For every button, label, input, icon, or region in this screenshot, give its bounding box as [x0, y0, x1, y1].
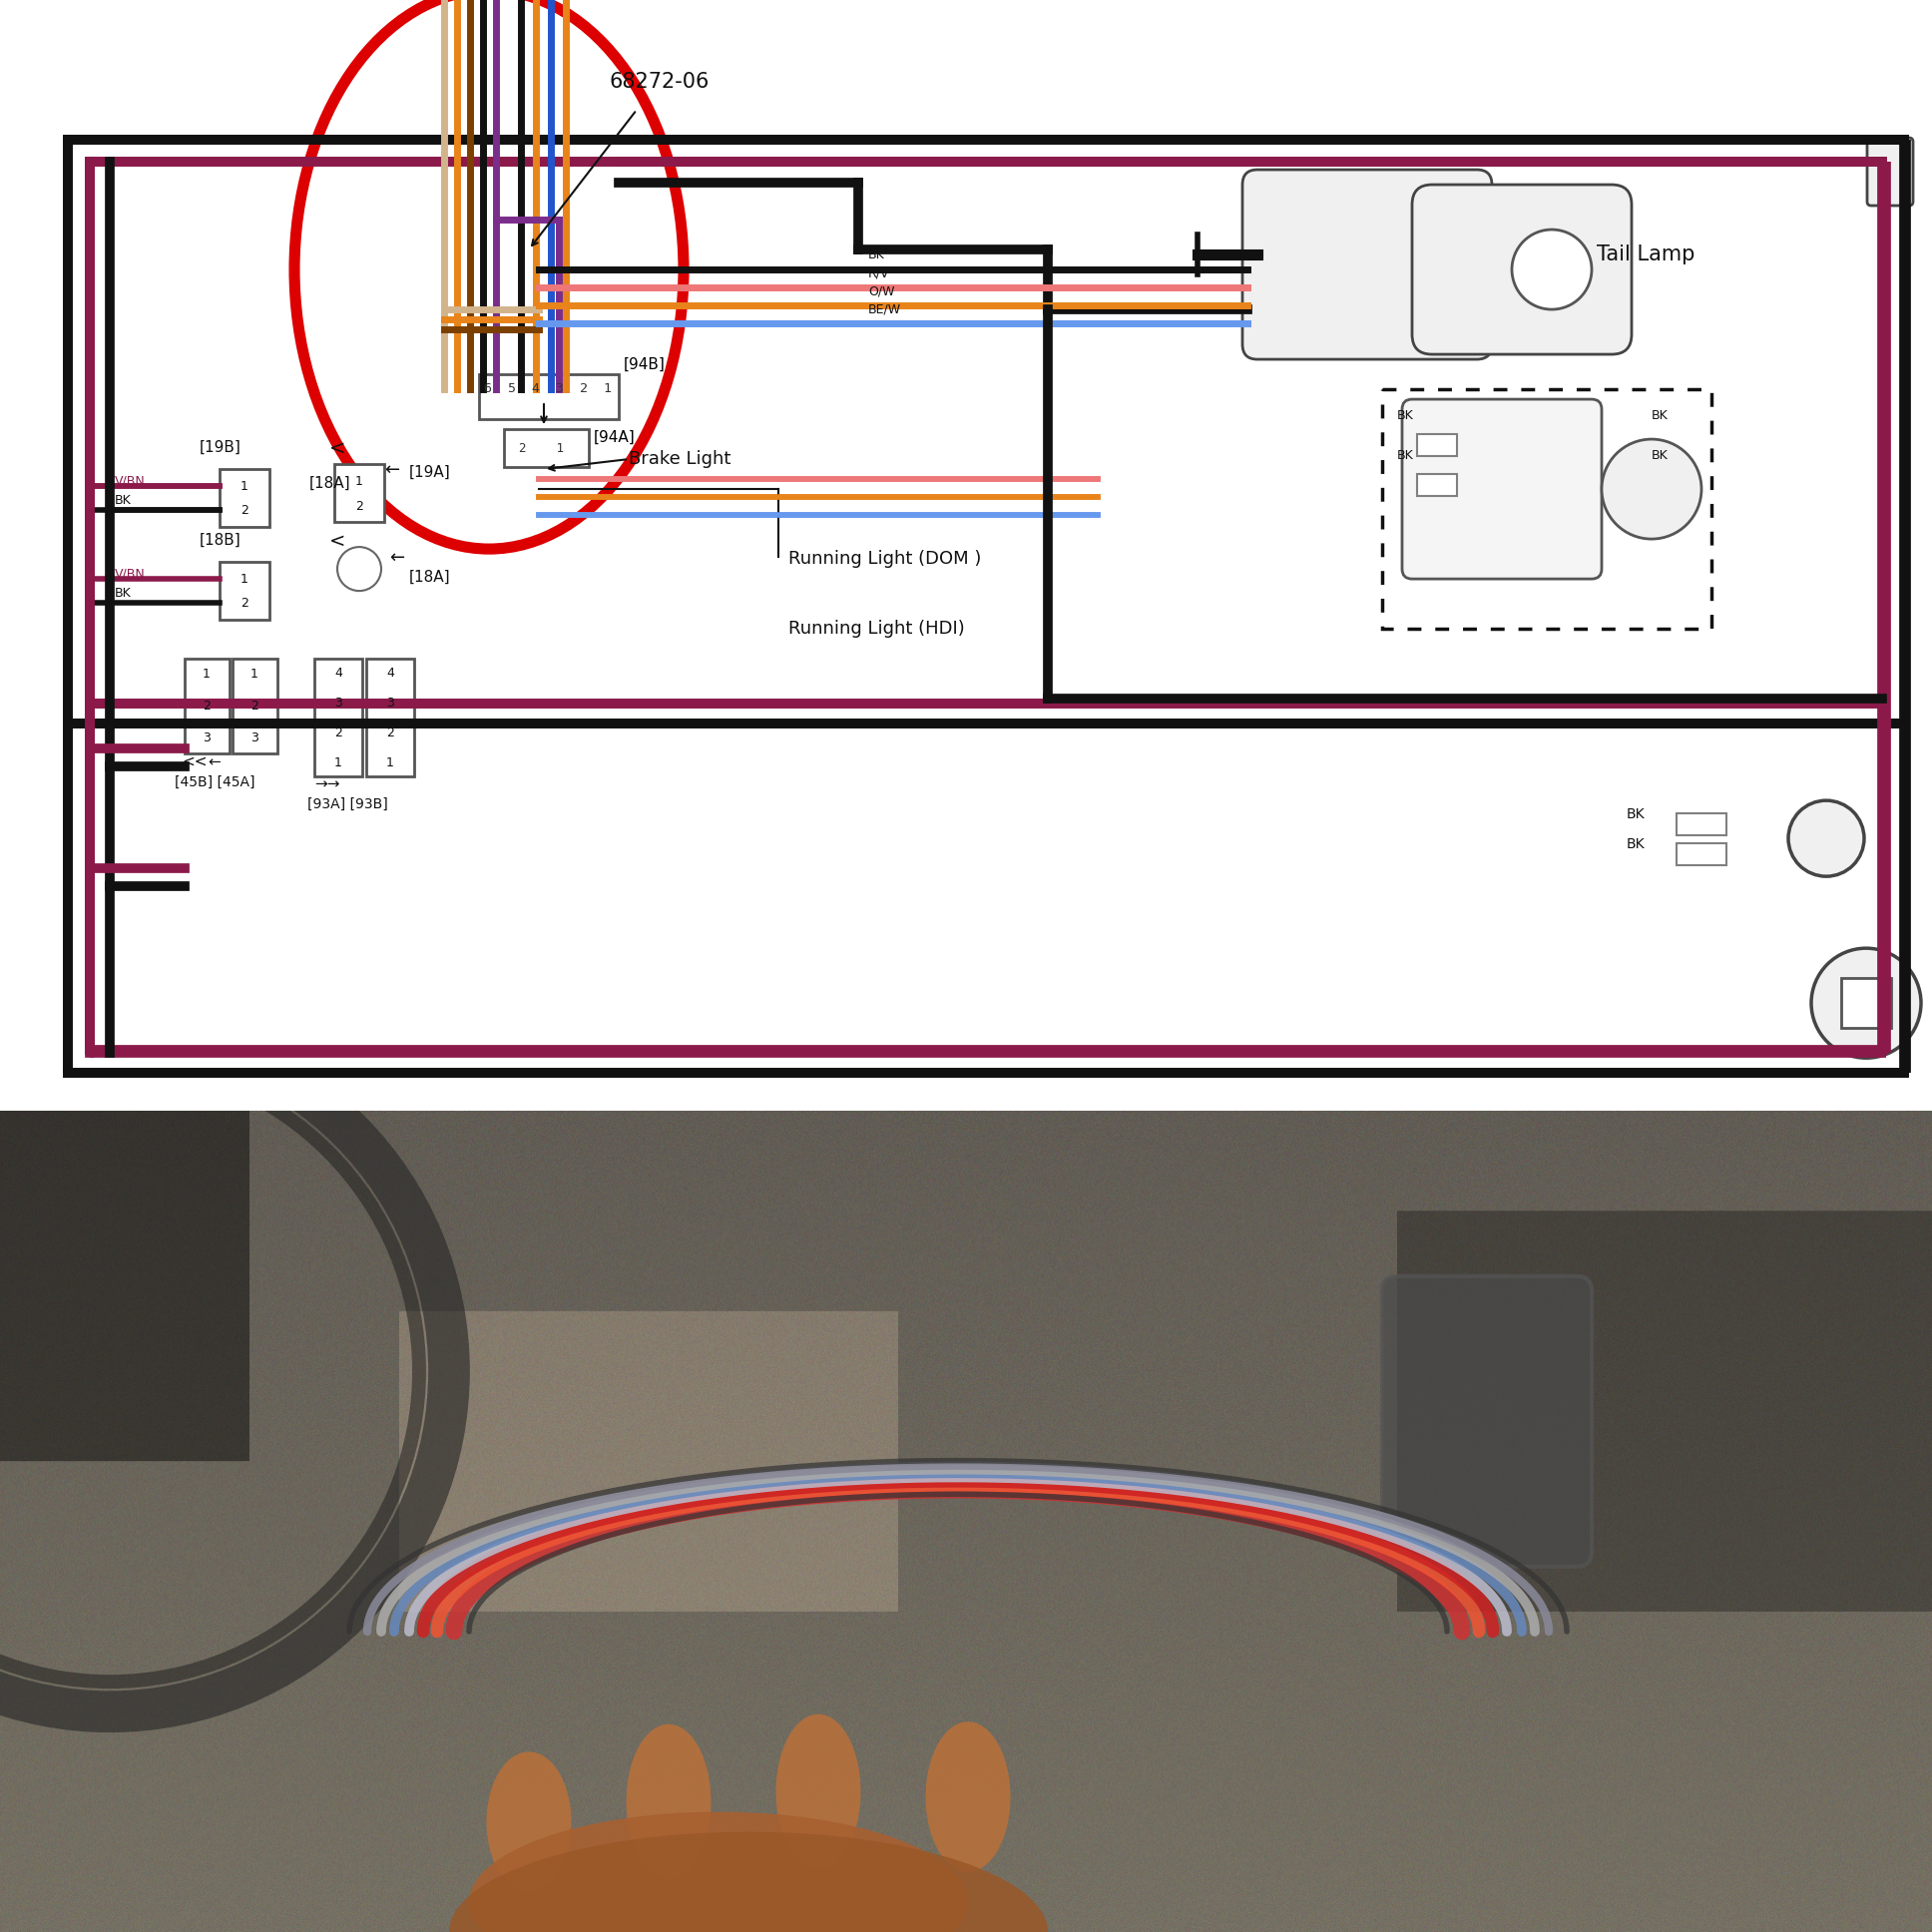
Text: [18B]: [18B] — [199, 533, 242, 549]
Text: [18A]: [18A] — [309, 475, 352, 491]
Text: BK: BK — [1652, 448, 1669, 462]
Bar — [1416, 435, 1457, 456]
Text: BK: BK — [114, 587, 131, 599]
Text: 1: 1 — [242, 572, 249, 585]
Text: BK: BK — [1627, 808, 1646, 821]
Text: BK: BK — [1397, 410, 1414, 423]
Ellipse shape — [626, 1723, 711, 1880]
Text: 1: 1 — [203, 667, 211, 680]
Text: BE/W: BE/W — [867, 303, 900, 315]
Text: BK: BK — [867, 249, 885, 261]
Text: BK: BK — [1397, 448, 1414, 462]
Text: O/W: O/W — [867, 284, 895, 298]
Ellipse shape — [777, 1714, 862, 1870]
Text: 68272-06: 68272-06 — [609, 71, 709, 93]
Text: ←: ← — [388, 549, 404, 566]
Text: <<: << — [182, 755, 207, 769]
Text: [94B]: [94B] — [624, 357, 665, 373]
Bar — [220, 562, 269, 620]
FancyBboxPatch shape — [1866, 137, 1913, 205]
FancyBboxPatch shape — [1403, 400, 1602, 580]
Text: ←: ← — [207, 755, 220, 769]
Text: BK: BK — [114, 495, 131, 506]
Circle shape — [1812, 949, 1920, 1059]
Ellipse shape — [487, 1752, 572, 1891]
Text: 2: 2 — [334, 726, 342, 740]
Bar — [1677, 844, 1727, 866]
Bar — [220, 469, 269, 527]
Circle shape — [338, 547, 381, 591]
Text: 6  5  4  3  2  1: 6 5 4 3 2 1 — [485, 383, 612, 394]
Bar — [504, 429, 589, 468]
Text: Running Light (DOM ): Running Light (DOM ) — [788, 551, 981, 568]
Ellipse shape — [448, 1832, 1047, 1932]
Bar — [334, 464, 384, 522]
Ellipse shape — [925, 1721, 1010, 1872]
Text: Brake Light: Brake Light — [628, 450, 730, 468]
Bar — [232, 659, 278, 753]
Text: [19A]: [19A] — [410, 466, 450, 479]
Bar — [315, 659, 363, 777]
Bar — [1677, 813, 1727, 835]
Bar — [1381, 388, 1712, 628]
Text: 2: 2 — [251, 699, 259, 713]
Circle shape — [1789, 800, 1864, 877]
Text: Tail Lamp: Tail Lamp — [1596, 245, 1694, 265]
Bar — [479, 375, 618, 419]
Text: <: < — [328, 531, 346, 551]
Text: 2: 2 — [386, 726, 394, 740]
FancyBboxPatch shape — [1242, 170, 1492, 359]
Ellipse shape — [469, 1812, 968, 1932]
FancyBboxPatch shape — [1381, 1277, 1592, 1567]
Text: [94A]: [94A] — [593, 429, 636, 444]
Text: 3: 3 — [251, 730, 259, 744]
Text: 4: 4 — [386, 667, 394, 680]
Bar — [1841, 978, 1891, 1028]
Text: R/V: R/V — [867, 267, 889, 280]
Circle shape — [1602, 439, 1702, 539]
Text: 4: 4 — [334, 667, 342, 680]
Text: 2: 2 — [355, 500, 363, 512]
Text: [18A]: [18A] — [410, 570, 450, 585]
Text: 3: 3 — [203, 730, 211, 744]
Text: 1: 1 — [386, 755, 394, 769]
Text: BK: BK — [1627, 837, 1646, 852]
Text: 2    1: 2 1 — [520, 442, 564, 454]
Text: [19B]: [19B] — [199, 440, 242, 456]
Text: →→: →→ — [315, 777, 340, 792]
Text: V/BN: V/BN — [114, 566, 145, 580]
Text: 1: 1 — [334, 755, 342, 769]
Text: [45B] [45A]: [45B] [45A] — [174, 775, 255, 790]
Text: 3: 3 — [386, 696, 394, 709]
Text: Running Light (HDI): Running Light (HDI) — [788, 620, 964, 638]
Text: ←: ← — [384, 462, 400, 479]
Text: 2: 2 — [203, 699, 211, 713]
Text: BK: BK — [1652, 410, 1669, 423]
Text: [93A] [93B]: [93A] [93B] — [307, 798, 388, 811]
Text: V/BN: V/BN — [114, 473, 145, 487]
Bar — [367, 659, 413, 777]
Bar — [185, 659, 230, 753]
Text: 2: 2 — [242, 597, 249, 609]
Circle shape — [1513, 230, 1592, 309]
Text: 1: 1 — [355, 475, 363, 487]
Text: 1: 1 — [242, 479, 249, 493]
Text: <: < — [328, 439, 346, 458]
Text: 2: 2 — [242, 504, 249, 516]
Bar — [1416, 473, 1457, 497]
Text: 3: 3 — [334, 696, 342, 709]
FancyBboxPatch shape — [1412, 185, 1633, 354]
Text: 1: 1 — [251, 667, 259, 680]
